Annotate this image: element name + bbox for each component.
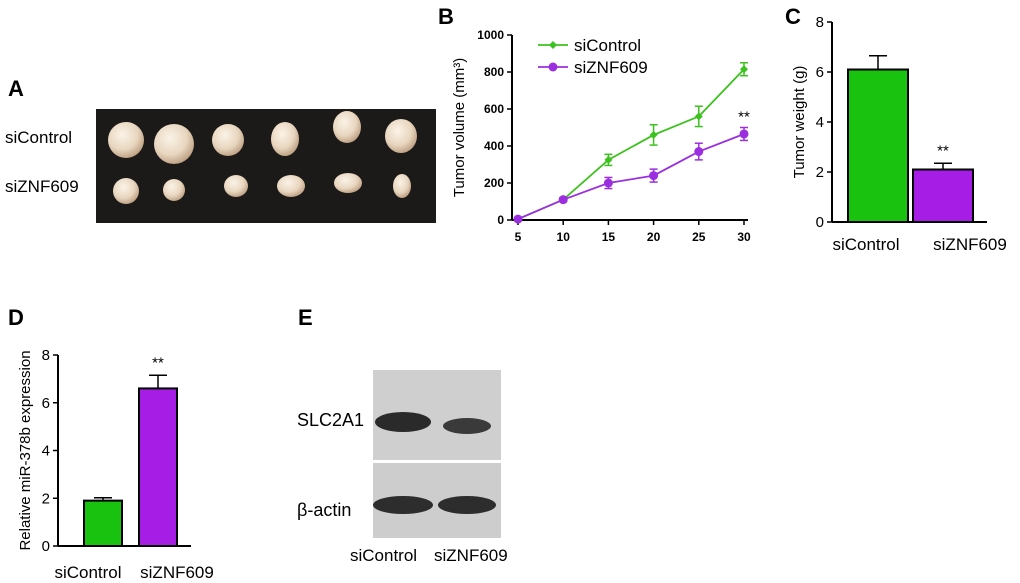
blot-beta-actin-svg <box>373 496 496 514</box>
lane-label-sicontrol: siControl <box>350 546 418 565</box>
y-tick-label: 1000 <box>477 28 504 42</box>
panel-label-a: A <box>8 76 24 101</box>
y-tick-label: 2 <box>816 164 824 181</box>
significance-annotation: ** <box>937 142 949 159</box>
tumor-photo <box>96 109 436 223</box>
tumor-siznf609-6 <box>393 174 411 198</box>
y-tick-label: 6 <box>816 64 824 81</box>
tumor-photo-svg <box>108 111 417 204</box>
series-line-0 <box>517 68 745 220</box>
blot-beta-actin <box>373 463 501 538</box>
x-tick-label: 10 <box>557 230 571 244</box>
panel-label-b: B <box>438 4 454 29</box>
tumor-sicontrol-5 <box>333 111 361 143</box>
legend-label-1: siZNF609 <box>574 58 648 77</box>
y-tick-label: 800 <box>484 65 504 79</box>
mir378b-expression-chart: 0 2 4 6 8 Relative miR-378b expression siContr… <box>17 347 214 582</box>
data-point <box>739 129 749 139</box>
row-label-sicontrol: siControl <box>5 128 73 147</box>
data-point <box>694 147 704 157</box>
tumor-siznf609-1 <box>113 178 139 204</box>
row-label-siznf609: siZNF609 <box>5 177 79 196</box>
tumor-volume-chart: 0 200 400 600 800 1000 5 10 15 20 25 30 Tumor volume… <box>451 28 751 244</box>
tumor-siznf609-5 <box>334 173 362 193</box>
y-tick-label: 8 <box>42 347 50 364</box>
band-label-beta-actin: β-actin <box>297 500 352 520</box>
x-category-label: siZNF609 <box>140 563 214 582</box>
tumor-sicontrol-2 <box>154 124 194 164</box>
y-axis-label: Tumor weight (g) <box>791 66 808 179</box>
data-point <box>603 178 613 188</box>
tumor-siznf609-4 <box>277 175 305 197</box>
data-point <box>740 65 748 74</box>
y-tick-label: 0 <box>42 538 50 555</box>
y-tick-label: 4 <box>816 114 824 131</box>
y-tick-label: 6 <box>42 395 50 412</box>
y-tick-label: 0 <box>816 214 824 231</box>
panel-label-e: E <box>298 305 313 330</box>
data-point <box>649 130 658 139</box>
y-tick-label: 2 <box>42 490 50 507</box>
tumor-weight-chart: 0 2 4 6 8 Tumor weight (g) siControl siZNF609 ** <box>791 14 1007 254</box>
bar-siZNF609 <box>912 168 974 223</box>
y-tick-label: 8 <box>816 14 824 31</box>
y-tick-label: 4 <box>42 443 50 460</box>
data-point <box>604 155 613 164</box>
x-tick-label: 20 <box>647 230 661 244</box>
legend-marker <box>548 62 558 72</box>
band-slc2a1-sicontrol <box>375 412 431 432</box>
band-label-slc2a1: SLC2A1 <box>297 410 365 430</box>
tumor-sicontrol-4 <box>271 122 299 156</box>
significance-annotation: ** <box>738 109 750 126</box>
panel-label-c: C <box>785 4 801 29</box>
legend-label-0: siControl <box>574 36 641 55</box>
y-tick-label: 400 <box>484 139 504 153</box>
bar-siControl <box>83 499 123 547</box>
band-actin-siznf609 <box>438 496 496 514</box>
band-actin-sicontrol <box>373 496 433 514</box>
legend-marker <box>549 41 557 49</box>
series-line-1 <box>517 133 745 220</box>
x-tick-label: 30 <box>737 230 751 244</box>
y-axis-label: Relative miR-378b expression <box>17 350 34 550</box>
x-tick-label: 25 <box>692 230 706 244</box>
tumor-sicontrol-6 <box>385 119 417 153</box>
tumor-sicontrol-1 <box>108 122 144 158</box>
band-slc2a1-siznf609 <box>443 418 491 434</box>
tumor-sicontrol-3 <box>212 124 244 156</box>
data-point <box>649 171 659 181</box>
y-tick-label: 200 <box>484 176 504 190</box>
tumor-siznf609-3 <box>224 175 248 197</box>
bar-siZNF609 <box>138 387 178 547</box>
data-point <box>558 195 568 205</box>
x-tick-label: 5 <box>515 230 522 244</box>
blot-slc2a1-svg <box>375 412 491 434</box>
y-tick-label: 600 <box>484 102 504 116</box>
y-axis-label: Tumor volume (mm³) <box>451 58 468 197</box>
data-point <box>513 214 523 224</box>
tumor-siznf609-2 <box>163 179 185 201</box>
y-tick-label: 0 <box>497 213 504 227</box>
x-category-label: siControl <box>832 235 899 254</box>
x-tick-label: 15 <box>602 230 616 244</box>
panel-label-d: D <box>8 305 24 330</box>
x-category-label: siZNF609 <box>933 235 1007 254</box>
blot-slc2a1 <box>373 370 501 460</box>
lane-label-siznf609: siZNF609 <box>434 546 508 565</box>
data-point <box>694 112 703 121</box>
bar-siControl <box>847 68 909 223</box>
x-category-label: siControl <box>54 563 121 582</box>
significance-annotation: ** <box>152 354 164 371</box>
